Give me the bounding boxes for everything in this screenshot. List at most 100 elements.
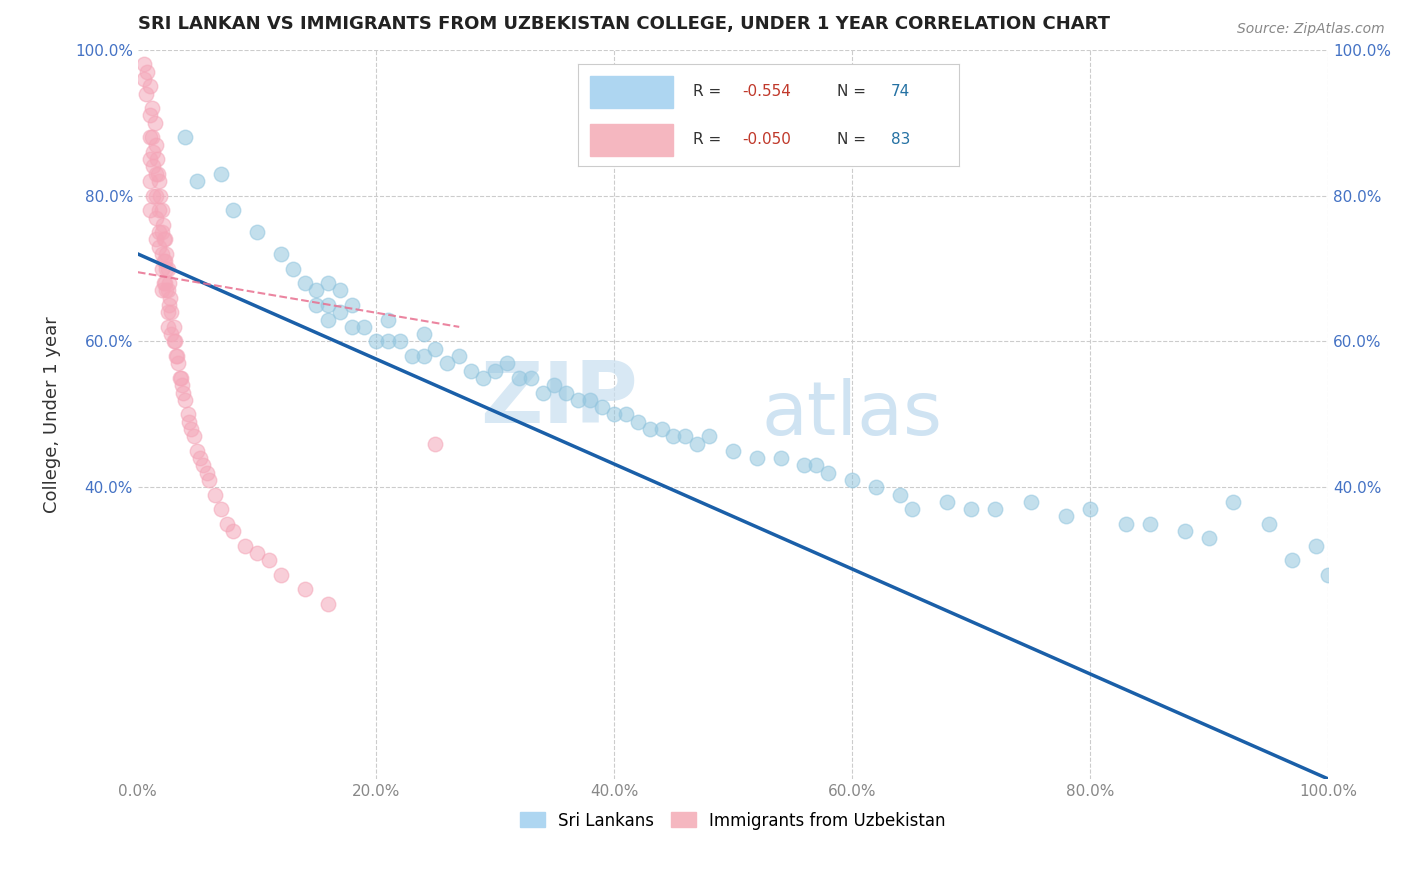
Point xyxy=(900,502,922,516)
Point xyxy=(148,174,170,188)
Point xyxy=(162,319,184,334)
Point xyxy=(150,225,173,239)
Point xyxy=(132,72,155,87)
Point xyxy=(1222,495,1244,509)
Point xyxy=(139,203,162,218)
Y-axis label: College, Under 1 year: College, Under 1 year xyxy=(44,316,60,513)
Point xyxy=(257,553,280,567)
Point xyxy=(936,495,959,509)
Point xyxy=(139,79,162,94)
Point xyxy=(145,211,167,225)
Point xyxy=(603,408,626,422)
Point xyxy=(139,108,162,122)
Point xyxy=(305,284,328,298)
Point xyxy=(155,247,177,261)
Point xyxy=(193,458,215,473)
Point xyxy=(721,443,744,458)
Point xyxy=(1174,524,1197,538)
Point xyxy=(198,473,221,487)
Point xyxy=(1019,495,1042,509)
Point xyxy=(152,218,174,232)
Point xyxy=(614,408,637,422)
Point xyxy=(555,385,578,400)
Point xyxy=(160,327,183,342)
Point xyxy=(156,319,179,334)
Point xyxy=(425,436,447,450)
Point xyxy=(162,334,184,349)
Point xyxy=(449,349,471,363)
Point xyxy=(142,188,165,202)
Point xyxy=(135,87,157,101)
Point xyxy=(156,305,179,319)
Point xyxy=(222,203,245,218)
Point xyxy=(567,392,589,407)
Point xyxy=(425,342,447,356)
Point xyxy=(401,349,423,363)
Point xyxy=(662,429,685,443)
Point xyxy=(318,312,340,326)
Point xyxy=(412,327,434,342)
Point xyxy=(651,422,673,436)
Point xyxy=(139,174,162,188)
Point xyxy=(153,254,176,268)
Point xyxy=(519,371,541,385)
Point xyxy=(1257,516,1279,531)
Point xyxy=(412,349,434,363)
Point xyxy=(150,247,173,261)
Point xyxy=(169,371,191,385)
Point xyxy=(139,130,162,145)
Point xyxy=(270,567,292,582)
Point xyxy=(150,284,173,298)
Point xyxy=(591,400,613,414)
Point xyxy=(960,502,983,516)
Point xyxy=(318,276,340,290)
Point xyxy=(155,284,177,298)
Point xyxy=(638,422,661,436)
Point xyxy=(222,524,245,538)
Point xyxy=(865,480,887,494)
Point xyxy=(155,276,177,290)
Point xyxy=(174,392,197,407)
Point xyxy=(627,415,650,429)
Point xyxy=(204,487,226,501)
Point xyxy=(531,385,554,400)
Point xyxy=(318,298,340,312)
Point xyxy=(170,371,193,385)
Text: ZIP: ZIP xyxy=(479,359,638,442)
Point xyxy=(145,167,167,181)
Point xyxy=(136,64,159,78)
Point xyxy=(294,582,316,597)
Point xyxy=(159,291,181,305)
Legend: Sri Lankans, Immigrants from Uzbekistan: Sri Lankans, Immigrants from Uzbekistan xyxy=(513,805,953,836)
Point xyxy=(142,145,165,159)
Point xyxy=(145,137,167,152)
Point xyxy=(217,516,239,531)
Point xyxy=(294,276,316,290)
Point xyxy=(305,298,328,312)
Point xyxy=(155,232,177,246)
Point xyxy=(686,436,709,450)
Point xyxy=(160,305,183,319)
Point xyxy=(183,429,205,443)
Point xyxy=(817,466,839,480)
Point xyxy=(233,539,256,553)
Point xyxy=(508,371,530,385)
Point xyxy=(143,116,166,130)
Point xyxy=(579,392,602,407)
Point xyxy=(148,240,170,254)
Point xyxy=(484,364,506,378)
Point xyxy=(146,152,169,166)
Point xyxy=(195,466,218,480)
Point xyxy=(1078,502,1101,516)
Point xyxy=(697,429,720,443)
Point xyxy=(142,160,165,174)
Point xyxy=(153,276,176,290)
Point xyxy=(186,443,208,458)
Text: Source: ZipAtlas.com: Source: ZipAtlas.com xyxy=(1237,22,1385,37)
Point xyxy=(153,232,176,246)
Point xyxy=(148,225,170,239)
Point xyxy=(165,349,187,363)
Point xyxy=(377,312,399,326)
Point xyxy=(145,232,167,246)
Point xyxy=(388,334,411,349)
